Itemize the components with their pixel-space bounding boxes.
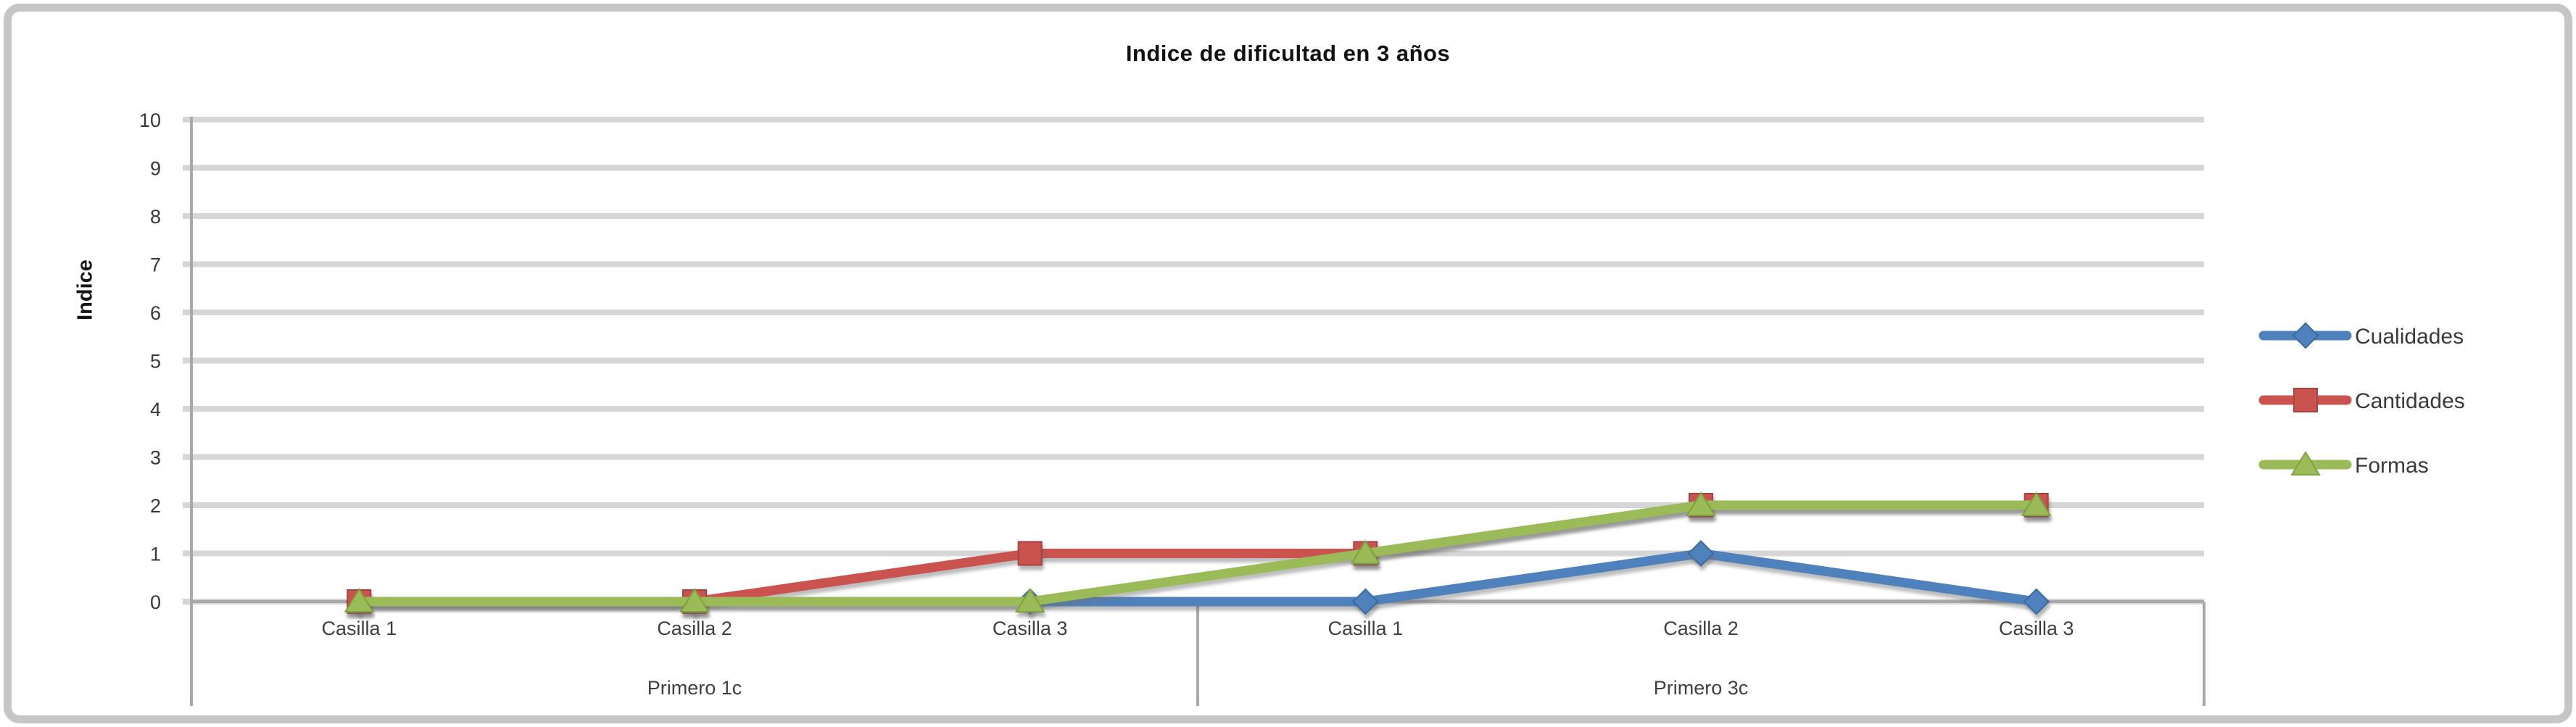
legend-marker-square	[2293, 388, 2318, 412]
y-tick-label: 0	[150, 591, 161, 613]
x-group-label: Primero 3c	[1654, 677, 1749, 699]
data-point-marker	[1350, 539, 1381, 565]
y-tick-label: 3	[150, 447, 161, 469]
y-tick-label: 9	[150, 158, 161, 180]
y-tick-label: 5	[150, 351, 161, 373]
y-tick-label: 4	[150, 399, 161, 420]
data-point-marker	[679, 588, 710, 612]
data-point-marker	[1014, 588, 1045, 612]
x-category-label: Casilla 3	[1999, 618, 2074, 639]
x-category-label: Casilla 2	[657, 618, 732, 639]
legend-item: Formas	[2258, 451, 2429, 478]
data-point-marker	[2023, 588, 2050, 615]
data-point-marker	[1686, 491, 1716, 516]
legend-item: Cantidades	[2258, 388, 2465, 413]
legend-marker-diamond	[2292, 322, 2319, 349]
x-category-label: Casilla 3	[993, 618, 1068, 639]
legend-label: Cantidades	[2355, 389, 2465, 413]
series-formas	[344, 491, 2052, 612]
legend-label: Cualidades	[2355, 325, 2464, 349]
y-tick-label: 7	[150, 254, 161, 276]
legend-label: Formas	[2355, 454, 2429, 478]
x-group-label: Primero 1c	[647, 677, 742, 699]
legend-item: Cualidades	[2258, 322, 2464, 349]
series-line	[354, 500, 2042, 607]
legend-marker-triangle	[2290, 451, 2321, 475]
data-point-marker	[1017, 541, 1043, 566]
x-category-label: Casilla 2	[1663, 618, 1739, 639]
data-point-marker	[2021, 491, 2052, 516]
legend: Cualidades Cantidades Formas	[2258, 322, 2465, 478]
data-point-marker	[1687, 540, 1715, 567]
data-point-marker	[1351, 588, 1379, 615]
x-category-label: Casilla 1	[322, 618, 397, 639]
chart-title: Indice de dificultad en 3 años	[1125, 41, 1451, 66]
data-point-marker	[344, 588, 375, 612]
y-tick-label: 2	[150, 495, 161, 517]
y-tick-label: 6	[150, 302, 161, 324]
y-tick-label: 1	[150, 544, 161, 565]
y-tick-label: 10	[139, 109, 161, 131]
x-category-label: Casilla 1	[1328, 618, 1404, 639]
y-tick-label: 8	[150, 206, 161, 228]
